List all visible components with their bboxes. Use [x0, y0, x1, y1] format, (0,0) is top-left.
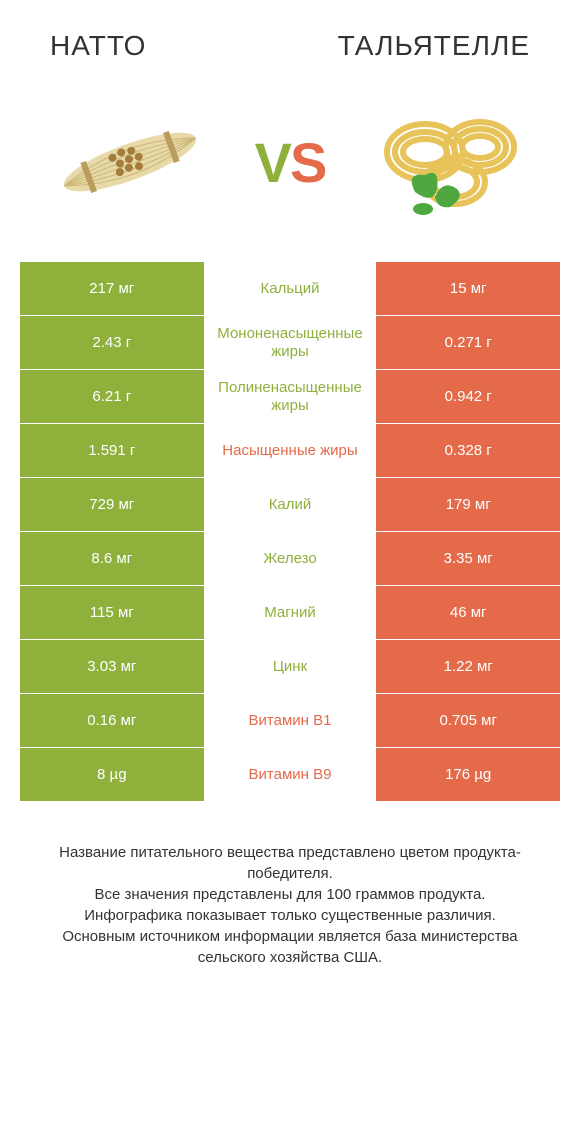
right-food-title: Тальятелле — [338, 30, 530, 62]
left-value-cell: 0.16 мг — [20, 694, 204, 747]
footnote-line: Основным источником информации является … — [30, 926, 550, 968]
table-row: 729 мгКалий179 мг — [20, 478, 560, 532]
header-row: Натто Тальятелле — [20, 30, 560, 82]
right-value-cell: 1.22 мг — [376, 640, 560, 693]
table-row: 217 мгКальций15 мг — [20, 262, 560, 316]
right-value-cell: 15 мг — [376, 262, 560, 315]
table-row: 2.43 гМононенасыщенные жиры0.271 г — [20, 316, 560, 370]
left-value-cell: 8 µg — [20, 748, 204, 801]
table-row: 1.591 гНасыщенные жиры0.328 г — [20, 424, 560, 478]
left-value-cell: 8.6 мг — [20, 532, 204, 585]
left-value-cell: 1.591 г — [20, 424, 204, 477]
table-row: 6.21 гПолиненасыщенные жиры0.942 г — [20, 370, 560, 424]
table-row: 3.03 мгЦинк1.22 мг — [20, 640, 560, 694]
table-row: 8.6 мгЖелезо3.35 мг — [20, 532, 560, 586]
vs-s-letter: S — [290, 131, 325, 194]
nutrient-label-cell: Витамин B1 — [204, 694, 377, 747]
left-value-cell: 6.21 г — [20, 370, 204, 423]
left-food-image — [40, 92, 220, 232]
footnote-line: Инфографика показывает только существенн… — [30, 905, 550, 926]
nutrient-label-cell: Витамин B9 — [204, 748, 377, 801]
nutrient-label-cell: Мононенасыщенные жиры — [204, 316, 377, 369]
left-value-cell: 2.43 г — [20, 316, 204, 369]
vs-label: VS — [255, 130, 326, 195]
comparison-table: 217 мгКальций15 мг2.43 гМононенасыщенные… — [20, 262, 560, 802]
nutrient-label-cell: Насыщенные жиры — [204, 424, 377, 477]
right-value-cell: 46 мг — [376, 586, 560, 639]
table-row: 0.16 мгВитамин B10.705 мг — [20, 694, 560, 748]
table-row: 8 µgВитамин B9176 µg — [20, 748, 560, 802]
right-value-cell: 0.705 мг — [376, 694, 560, 747]
left-value-cell: 115 мг — [20, 586, 204, 639]
right-value-cell: 0.942 г — [376, 370, 560, 423]
footnote-line: Все значения представлены для 100 граммо… — [30, 884, 550, 905]
nutrient-label-cell: Цинк — [204, 640, 377, 693]
left-value-cell: 729 мг — [20, 478, 204, 531]
left-value-cell: 3.03 мг — [20, 640, 204, 693]
nutrient-label-cell: Кальций — [204, 262, 377, 315]
image-row: VS — [20, 82, 560, 262]
right-value-cell: 179 мг — [376, 478, 560, 531]
right-value-cell: 3.35 мг — [376, 532, 560, 585]
right-value-cell: 0.328 г — [376, 424, 560, 477]
right-value-cell: 176 µg — [376, 748, 560, 801]
right-food-image — [360, 92, 540, 232]
left-value-cell: 217 мг — [20, 262, 204, 315]
nutrient-label-cell: Полиненасыщенные жиры — [204, 370, 377, 423]
nutrient-label-cell: Железо — [204, 532, 377, 585]
vs-v-letter: V — [255, 131, 290, 194]
left-food-title: Натто — [50, 30, 146, 62]
nutrient-label-cell: Калий — [204, 478, 377, 531]
footnote: Название питательного вещества представл… — [20, 842, 560, 968]
nutrient-label-cell: Магний — [204, 586, 377, 639]
table-row: 115 мгМагний46 мг — [20, 586, 560, 640]
right-value-cell: 0.271 г — [376, 316, 560, 369]
footnote-line: Название питательного вещества представл… — [30, 842, 550, 884]
